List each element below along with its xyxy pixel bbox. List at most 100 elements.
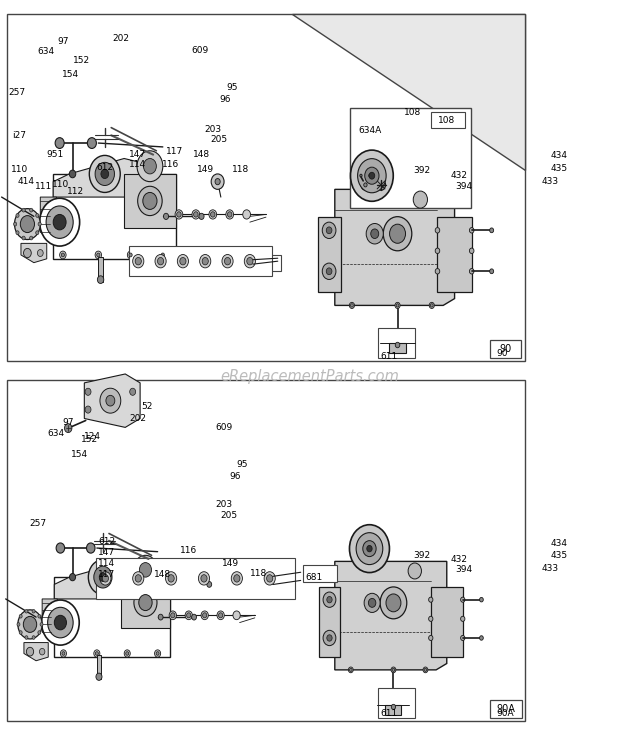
Circle shape: [461, 597, 465, 603]
Bar: [96, 558, 294, 599]
Text: 149: 149: [222, 559, 239, 568]
Circle shape: [30, 236, 33, 240]
Circle shape: [166, 571, 177, 585]
Circle shape: [48, 607, 73, 638]
Circle shape: [327, 635, 332, 641]
Circle shape: [126, 651, 129, 655]
Circle shape: [156, 651, 159, 655]
Text: 90A: 90A: [496, 709, 513, 718]
Bar: [438, 217, 472, 292]
Circle shape: [366, 223, 383, 244]
Circle shape: [38, 222, 42, 226]
Circle shape: [25, 609, 28, 613]
Text: 154: 154: [62, 70, 79, 79]
Circle shape: [371, 229, 379, 238]
Text: 148: 148: [154, 570, 171, 579]
Circle shape: [100, 571, 111, 585]
Circle shape: [192, 614, 197, 620]
Circle shape: [36, 231, 39, 234]
Circle shape: [159, 251, 166, 259]
Text: 95: 95: [226, 83, 238, 92]
Polygon shape: [42, 599, 57, 639]
Text: 95: 95: [237, 460, 249, 469]
Circle shape: [169, 611, 177, 620]
Text: 152: 152: [73, 56, 90, 65]
Circle shape: [203, 577, 215, 591]
Circle shape: [395, 302, 400, 309]
Circle shape: [69, 170, 76, 178]
Circle shape: [133, 571, 144, 585]
Text: i27: i27: [12, 131, 27, 140]
Circle shape: [461, 617, 465, 621]
Circle shape: [27, 647, 33, 656]
Circle shape: [102, 574, 108, 582]
Circle shape: [396, 303, 399, 307]
Circle shape: [364, 183, 367, 187]
Bar: [97, 655, 102, 679]
Circle shape: [124, 650, 130, 657]
Text: 117: 117: [166, 147, 184, 156]
Circle shape: [380, 587, 407, 619]
Circle shape: [97, 253, 100, 257]
Text: 634: 634: [37, 47, 55, 56]
Text: 108: 108: [438, 116, 455, 125]
Polygon shape: [21, 243, 46, 263]
Polygon shape: [40, 197, 56, 240]
Circle shape: [85, 406, 91, 413]
Circle shape: [396, 342, 400, 348]
Circle shape: [22, 236, 25, 240]
Circle shape: [233, 611, 240, 620]
Polygon shape: [84, 374, 140, 427]
Text: 96: 96: [229, 472, 241, 481]
Circle shape: [154, 650, 161, 657]
Circle shape: [207, 582, 211, 588]
Bar: [386, 705, 402, 715]
Text: 110: 110: [52, 180, 69, 188]
Circle shape: [350, 303, 353, 307]
Circle shape: [192, 210, 200, 219]
Circle shape: [127, 251, 134, 259]
Circle shape: [40, 649, 45, 655]
Circle shape: [187, 613, 191, 618]
Bar: [99, 257, 103, 282]
Circle shape: [424, 669, 427, 672]
Circle shape: [175, 210, 183, 219]
Circle shape: [326, 268, 332, 275]
Polygon shape: [53, 159, 156, 197]
Circle shape: [101, 169, 108, 179]
Bar: [378, 688, 415, 718]
Circle shape: [408, 563, 422, 579]
Text: 52: 52: [141, 402, 153, 411]
Circle shape: [428, 597, 433, 603]
Bar: [53, 174, 175, 259]
Circle shape: [60, 650, 66, 657]
Circle shape: [97, 276, 104, 283]
Bar: [317, 217, 340, 292]
Circle shape: [100, 388, 121, 413]
Circle shape: [231, 571, 242, 585]
Circle shape: [17, 623, 20, 626]
Circle shape: [428, 635, 433, 640]
Text: 149: 149: [197, 165, 215, 174]
Text: 118: 118: [232, 165, 249, 174]
Circle shape: [130, 388, 136, 395]
Circle shape: [350, 525, 389, 573]
Circle shape: [135, 574, 141, 582]
Text: 612: 612: [98, 537, 115, 546]
Circle shape: [228, 211, 232, 217]
Circle shape: [99, 573, 107, 582]
Circle shape: [209, 210, 216, 219]
Circle shape: [16, 231, 19, 234]
Circle shape: [38, 631, 41, 634]
Circle shape: [53, 214, 66, 230]
Circle shape: [202, 257, 208, 265]
Text: 681: 681: [305, 573, 322, 582]
Circle shape: [138, 186, 162, 216]
Circle shape: [16, 214, 19, 217]
Circle shape: [24, 249, 31, 257]
Circle shape: [55, 138, 64, 148]
Text: 202: 202: [129, 414, 146, 423]
Circle shape: [201, 611, 208, 620]
Circle shape: [161, 253, 164, 257]
Circle shape: [363, 541, 376, 556]
